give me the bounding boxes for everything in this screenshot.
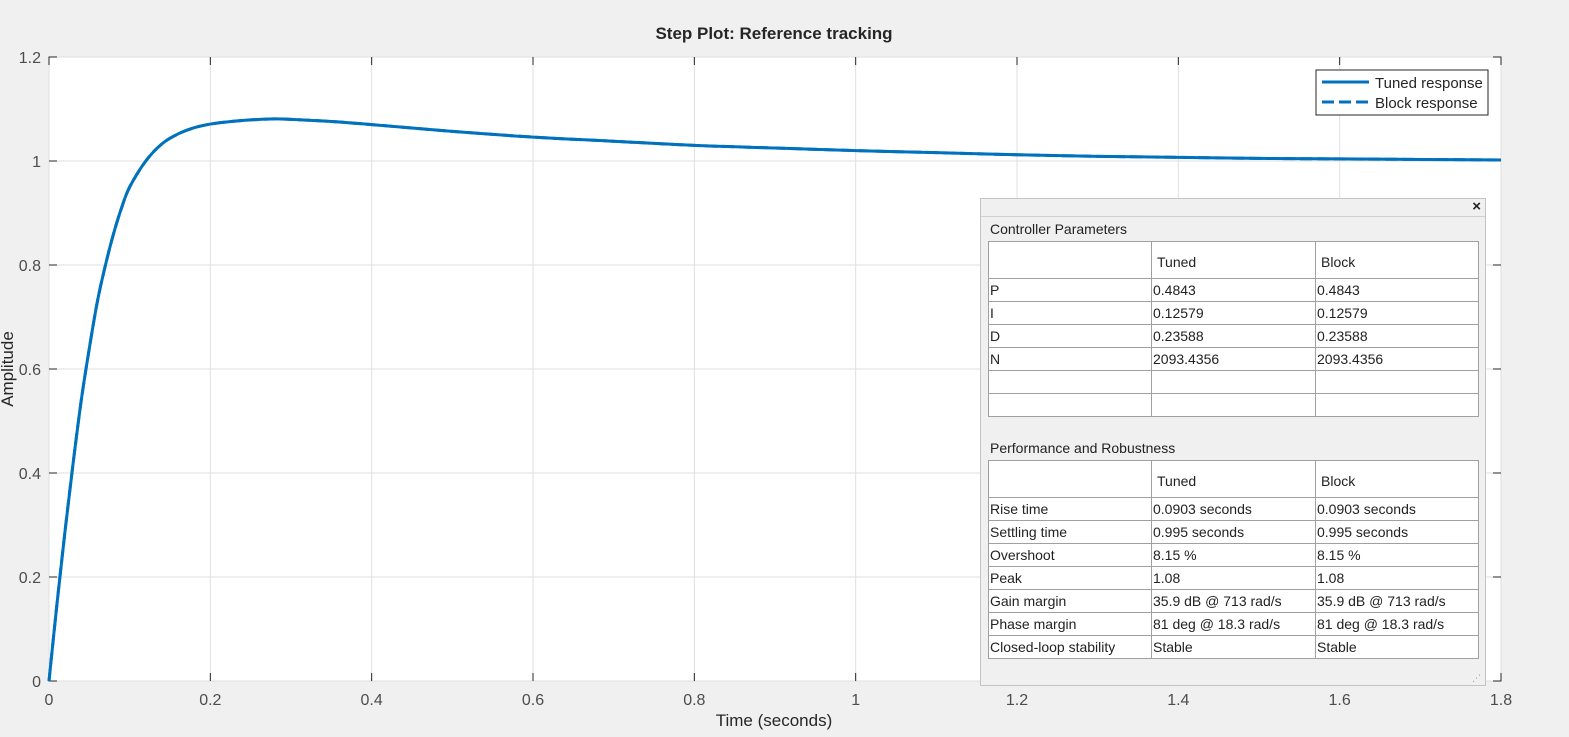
table-row: Peak 1.08 1.08 [988,566,1479,590]
legend-box [1315,69,1489,116]
performance-robustness-title: Performance and Robustness [990,440,1176,456]
resize-grip-icon[interactable]: ⋰ [1472,673,1481,683]
tuned-value: 2093.4356 [1151,347,1316,371]
y-tick-label: 0.6 [19,362,41,379]
block-value [1315,370,1479,394]
tuned-value: 35.9 dB @ 713 rad/s [1151,589,1316,613]
y-tick-label: 0.2 [19,570,41,587]
table-row: I 0.12579 0.12579 [988,301,1479,325]
x-tick-label: 1 [851,692,860,709]
legend-label-tuned: Tuned response [1375,75,1483,92]
y-tick-labels: 0 0.2 0.4 0.6 0.8 1 1.2 [19,50,41,691]
tuned-value: 0.23588 [1151,324,1316,348]
x-tick-label: 0.2 [199,692,221,709]
block-value: 0.12579 [1315,301,1479,325]
table-row: P 0.4843 0.4843 [988,278,1479,302]
series-line-block [47,117,1502,682]
table-row: Phase margin 81 deg @ 18.3 rad/s 81 deg … [988,612,1479,636]
x-tick-label: 0 [45,692,54,709]
tuned-value: Stable [1151,635,1316,659]
controller-parameters-title: Controller Parameters [990,221,1127,237]
x-axis-label: Time (seconds) [716,711,833,730]
y-tick-label: 1.2 [19,50,41,67]
param-name [988,393,1152,417]
tuned-value: 81 deg @ 18.3 rad/s [1151,612,1316,636]
y-tick-label: 0 [32,674,41,691]
metric-name: Overshoot [988,543,1152,567]
metric-name: Peak [988,566,1152,590]
parameters-panel: × Controller Parameters Tuned Block P 0.… [980,198,1486,686]
x-tick-label: 1.4 [1167,692,1189,709]
table-header-row: Tuned Block [988,241,1479,279]
performance-robustness-table: Tuned Block Rise time 0.0903 seconds 0.0… [988,460,1479,659]
metric-name: Closed-loop stability [988,635,1152,659]
block-value [1315,393,1479,417]
tuned-value [1151,393,1316,417]
chart-title: Step Plot: Reference tracking [655,24,892,43]
table-row [988,393,1479,417]
y-tick-label: 0.4 [19,466,41,483]
block-value: 81 deg @ 18.3 rad/s [1315,612,1479,636]
tuned-value: 0.4843 [1151,278,1316,302]
block-value: 35.9 dB @ 713 rad/s [1315,589,1479,613]
x-tick-label: 0.4 [361,692,383,709]
param-name: D [988,324,1152,348]
param-name [988,370,1152,394]
x-tick-label: 1.8 [1490,692,1512,709]
metric-name: Settling time [988,520,1152,544]
tuned-value: 0.12579 [1151,301,1316,325]
legend-label-block: Block response [1375,95,1478,112]
block-value: 8.15 % [1315,543,1479,567]
table-header-row: Tuned Block [988,460,1479,498]
metric-name: Gain margin [988,589,1152,613]
param-name: N [988,347,1152,371]
table-row: Gain margin 35.9 dB @ 713 rad/s 35.9 dB … [988,589,1479,613]
table-row [988,370,1479,394]
table-row: D 0.23588 0.23588 [988,324,1479,348]
table-row: Overshoot 8.15 % 8.15 % [988,543,1479,567]
block-value: 0.4843 [1315,278,1479,302]
metric-name: Phase margin [988,612,1152,636]
block-value: 2093.4356 [1315,347,1479,371]
block-value: 0.23588 [1315,324,1479,348]
block-value: 0.995 seconds [1315,520,1479,544]
x-tick-labels: 0 0.2 0.4 0.6 0.8 1 1.2 1.4 1.6 1.8 [45,692,1513,709]
header-cell [988,460,1152,498]
tuned-value: 0.995 seconds [1151,520,1316,544]
tuned-value: 0.0903 seconds [1151,497,1316,521]
table-row: N 2093.4356 2093.4356 [988,347,1479,371]
tuned-value: 8.15 % [1151,543,1316,567]
header-cell [988,241,1152,279]
table-row: Rise time 0.0903 seconds 0.0903 seconds [988,497,1479,521]
y-tick-label: 1 [32,154,41,171]
legend[interactable]: Tuned response Block response [1315,69,1489,116]
y-tick-label: 0.8 [19,258,41,275]
header-cell: Block [1315,460,1479,498]
tuned-value: 1.08 [1151,566,1316,590]
x-tick-label: 1.6 [1329,692,1351,709]
header-cell: Tuned [1151,241,1316,279]
series-lines [47,117,1502,682]
y-axis-label: Amplitude [0,331,17,407]
block-value: 0.0903 seconds [1315,497,1479,521]
block-value: Stable [1315,635,1479,659]
table-row: Closed-loop stability Stable Stable [988,635,1479,659]
param-name: P [988,278,1152,302]
metric-name: Rise time [988,497,1152,521]
controller-parameters-table: Tuned Block P 0.4843 0.4843 I 0.12579 0.… [988,241,1479,417]
tuned-value [1151,370,1316,394]
x-tick-label: 0.6 [522,692,544,709]
header-cell: Block [1315,241,1479,279]
close-icon[interactable]: × [1472,198,1481,215]
block-value: 1.08 [1315,566,1479,590]
panel-title-bar: × [981,198,1485,217]
header-cell: Tuned [1151,460,1316,498]
x-tick-label: 0.8 [683,692,705,709]
table-row: Settling time 0.995 seconds 0.995 second… [988,520,1479,544]
param-name: I [988,301,1152,325]
x-tick-label: 1.2 [1006,692,1028,709]
